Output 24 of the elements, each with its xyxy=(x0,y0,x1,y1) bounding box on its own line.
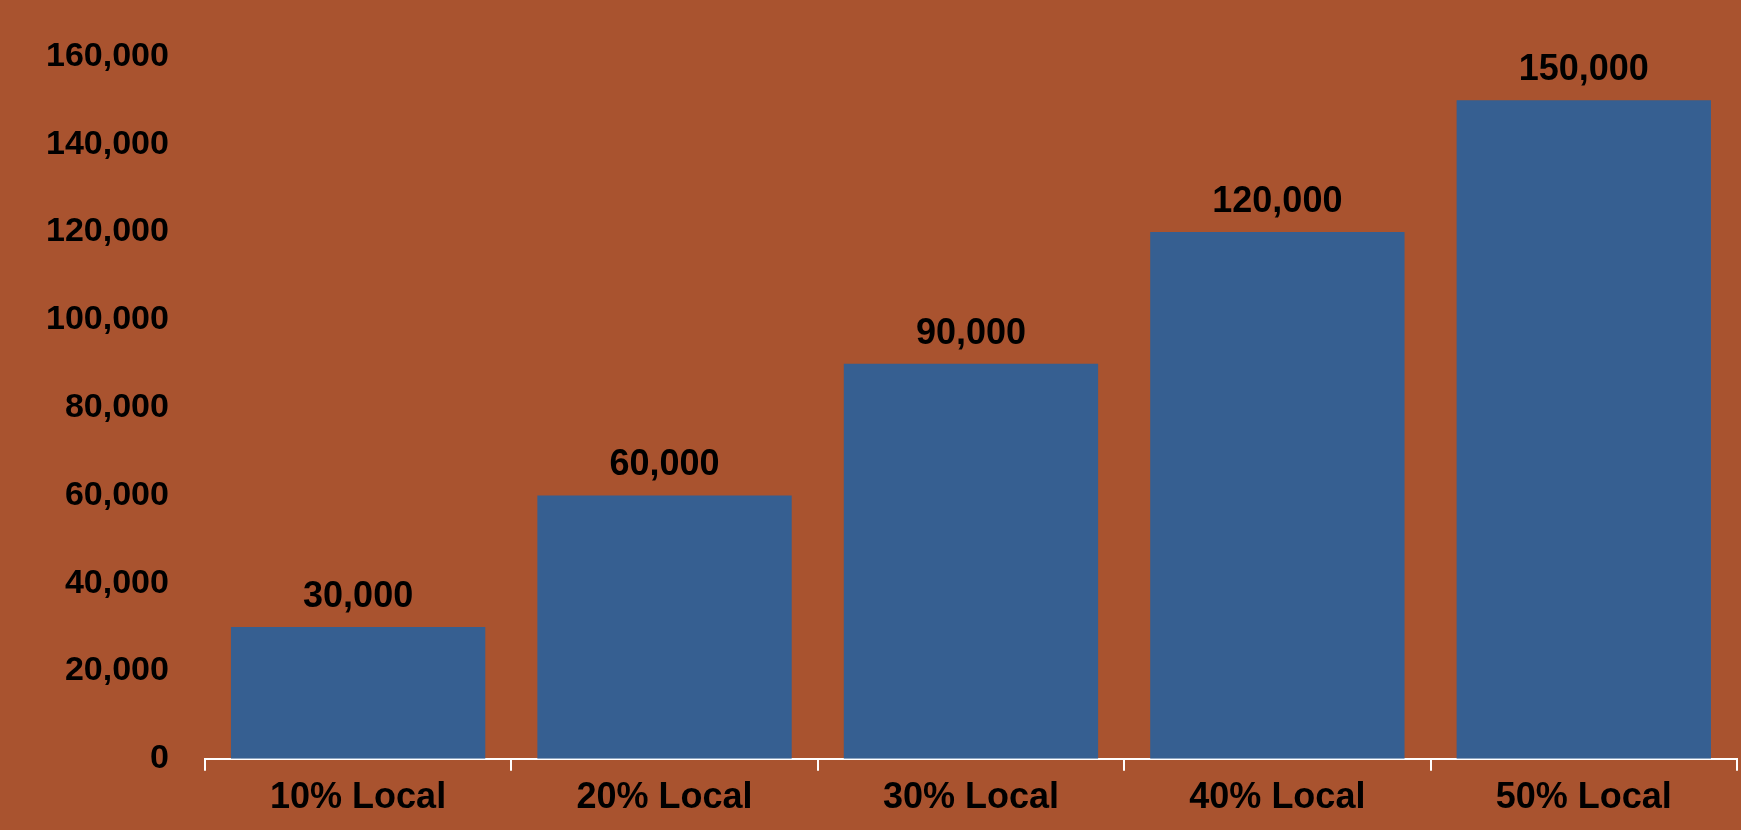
x-tick-label: 20% Local xyxy=(576,775,753,817)
y-tick-label: 20,000 xyxy=(64,649,169,688)
data-label: 90,000 xyxy=(915,310,1027,352)
y-tick-label: 40,000 xyxy=(64,561,169,600)
y-tick-label: 60,000 xyxy=(64,473,169,512)
bar xyxy=(1150,232,1405,759)
x-tick-label: 10% Local xyxy=(270,775,447,817)
y-tick-label: 0 xyxy=(149,737,169,776)
bar xyxy=(843,363,1099,759)
bar xyxy=(230,627,486,759)
x-tick-label: 30% Local xyxy=(882,775,1059,817)
bar xyxy=(1456,100,1711,759)
bar xyxy=(537,495,792,759)
y-tick-label: 140,000 xyxy=(46,122,169,161)
y-tick-label: 160,000 xyxy=(46,34,169,73)
y-tick-label: 120,000 xyxy=(46,210,169,249)
data-label: 150,000 xyxy=(1518,47,1649,89)
data-label: 30,000 xyxy=(303,574,414,616)
y-tick-label: 80,000 xyxy=(64,385,169,424)
data-label: 60,000 xyxy=(609,442,720,484)
x-tick-label: 50% Local xyxy=(1495,775,1672,817)
data-label: 120,000 xyxy=(1212,178,1343,220)
y-tick-label: 100,000 xyxy=(46,298,169,337)
x-tick-label: 40% Local xyxy=(1189,775,1366,817)
